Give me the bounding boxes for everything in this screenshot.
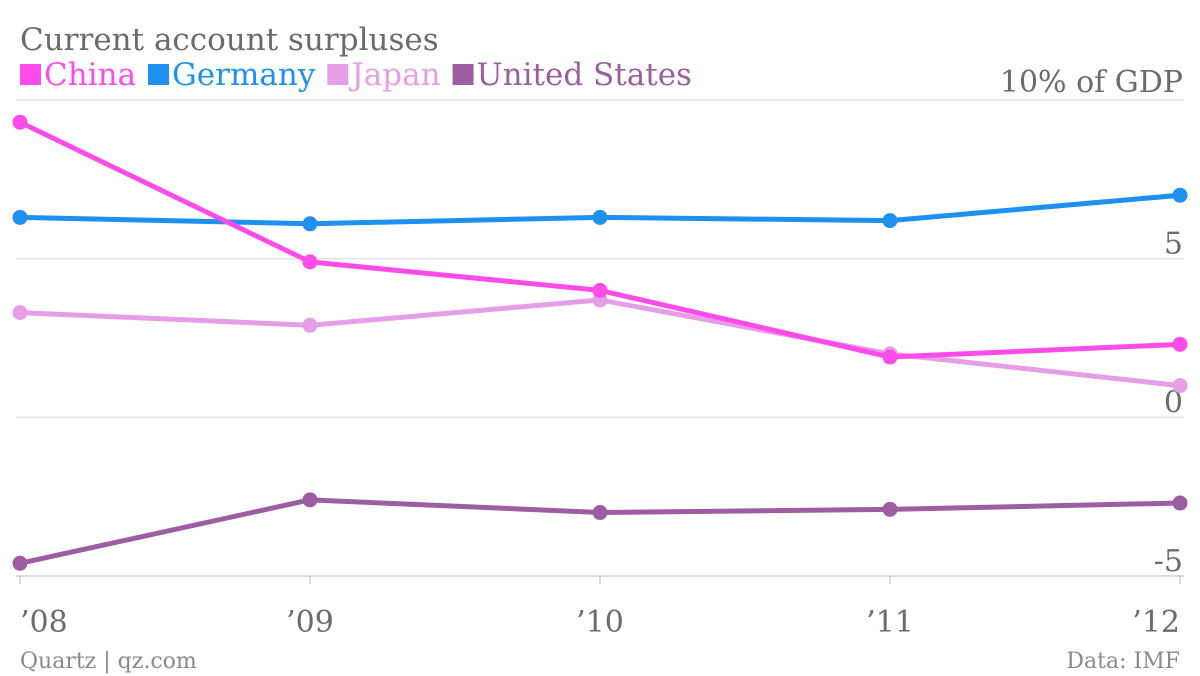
data-point [1172, 187, 1188, 203]
legend-swatch [20, 64, 41, 85]
data-point [12, 114, 28, 130]
data-point [302, 317, 318, 333]
footer-source-left: Quartz | qz.com [20, 649, 197, 674]
data-point [1172, 378, 1188, 394]
legend-label: China [44, 57, 136, 93]
legend-swatch [148, 64, 170, 85]
data-point [12, 305, 28, 321]
series-layer [12, 114, 1188, 571]
data-point [302, 216, 318, 232]
series-china [12, 114, 1188, 365]
data-point [882, 213, 898, 229]
y-tick-label: 5 [1164, 227, 1183, 262]
x-tick-label: ’10 [576, 605, 624, 640]
x-tick-label: ’11 [866, 605, 914, 640]
series-line [17, 297, 1183, 389]
data-point [592, 209, 608, 225]
x-tick-label: ’09 [286, 605, 334, 640]
legend-item: China [20, 57, 136, 93]
y-unit-label: 10% of GDP [1000, 65, 1183, 100]
legend-swatch [327, 64, 349, 85]
legend-item: Germany [148, 57, 316, 93]
data-point [12, 209, 28, 225]
legend-label: Japan [348, 57, 440, 93]
x-tick-label: ’08 [20, 605, 68, 640]
legend-item: United States [452, 57, 692, 93]
y-tick-label: -5 [1154, 544, 1183, 579]
footer-source-right: Data: IMF [1066, 649, 1180, 674]
data-point [882, 501, 898, 517]
series-japan [12, 292, 1188, 394]
y-tick-label: 0 [1164, 385, 1183, 420]
legend-label: Germany [172, 57, 316, 93]
series-united-states [12, 492, 1188, 571]
data-point [592, 505, 608, 521]
data-point [1172, 495, 1188, 511]
data-point [882, 349, 898, 365]
chart-title: Current account surpluses [20, 22, 439, 58]
data-point [302, 254, 318, 270]
data-point [592, 282, 608, 298]
x-tick-label: ’12 [1132, 605, 1180, 640]
series-germany [12, 187, 1188, 232]
data-point [1172, 336, 1188, 352]
data-point [302, 492, 318, 508]
legend: China Germany Japan United States [20, 57, 692, 93]
legend-swatch [452, 64, 474, 85]
y-axis-ticks: 5 0 -5 [1154, 227, 1183, 579]
x-axis: ’08 ’09 ’10 ’11 ’12 [19, 576, 1181, 640]
legend-label: United States [477, 57, 692, 93]
data-point [12, 555, 28, 571]
legend-item: Japan [327, 57, 441, 93]
